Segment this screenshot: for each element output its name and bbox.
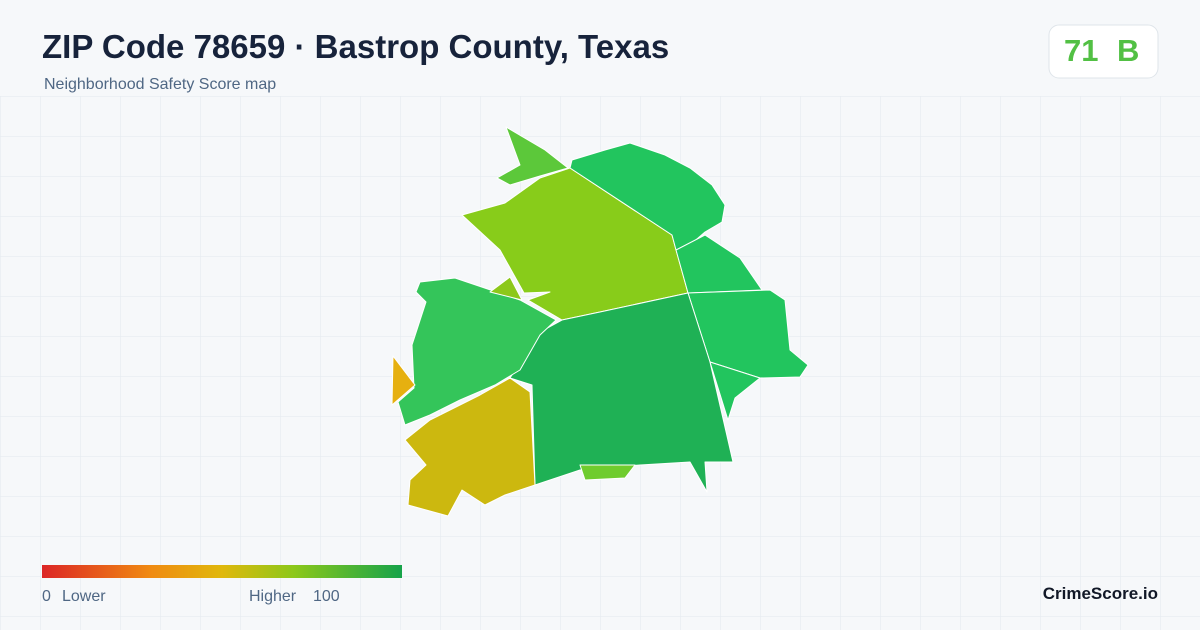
region bbox=[496, 126, 569, 186]
region bbox=[404, 377, 536, 517]
region bbox=[569, 142, 726, 251]
legend-min-label: Lower bbox=[62, 588, 106, 605]
brand: CrimeScore.io bbox=[1042, 584, 1158, 603]
region bbox=[509, 292, 734, 493]
subtitle: Neighborhood Safety Score map bbox=[44, 76, 277, 93]
region bbox=[397, 277, 557, 426]
region bbox=[579, 464, 636, 481]
legend-max-label: Higher bbox=[249, 588, 297, 605]
region bbox=[709, 361, 761, 421]
legend-min: 0 bbox=[42, 588, 51, 605]
score-box bbox=[1048, 24, 1159, 79]
region bbox=[391, 355, 416, 406]
legend-gradient bbox=[42, 565, 402, 578]
regions bbox=[391, 126, 809, 517]
legend-max: 100 bbox=[313, 588, 340, 605]
title: ZIP Code 78659 · Bastrop County, Texas bbox=[42, 28, 670, 65]
score-value: 71 bbox=[1064, 33, 1099, 68]
score-grade: B bbox=[1117, 33, 1140, 68]
region bbox=[675, 234, 763, 294]
region bbox=[489, 276, 523, 301]
